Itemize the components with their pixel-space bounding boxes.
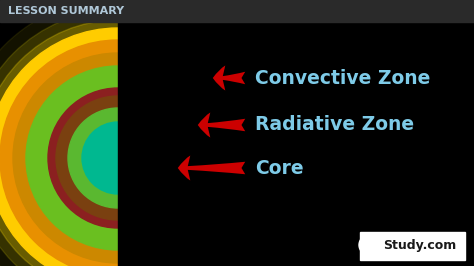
Text: Convective Zone: Convective Zone: [255, 69, 430, 88]
Circle shape: [56, 96, 180, 220]
Circle shape: [0, 0, 278, 266]
Text: Study.com: Study.com: [383, 239, 456, 251]
Circle shape: [82, 122, 154, 194]
Text: Radiative Zone: Radiative Zone: [255, 115, 414, 135]
Text: LESSON SUMMARY: LESSON SUMMARY: [8, 6, 124, 16]
Circle shape: [0, 40, 236, 266]
Circle shape: [0, 10, 266, 266]
Circle shape: [0, 20, 256, 266]
Bar: [0, 0, 474, 22]
Bar: [360, 232, 465, 260]
Bar: [118, 0, 318, 266]
Circle shape: [26, 66, 210, 250]
Circle shape: [13, 53, 223, 263]
Circle shape: [359, 235, 379, 255]
Circle shape: [0, 28, 248, 266]
Circle shape: [68, 108, 168, 208]
Circle shape: [48, 88, 188, 228]
Text: Core: Core: [255, 159, 304, 177]
